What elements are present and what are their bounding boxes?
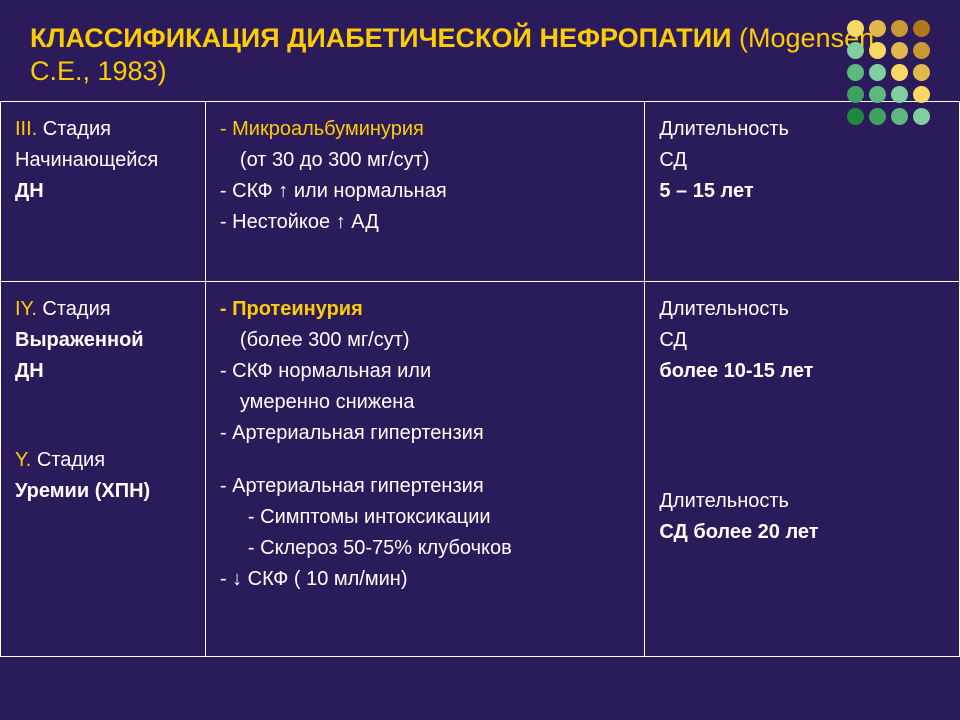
stage-text: Стадия [37,118,111,140]
feature-line: умеренно снижена [220,387,415,418]
stage-number: III. [15,118,37,140]
stage-text: Стадия [37,298,111,320]
feature-line: - Микроальбуминурия [220,114,630,145]
stage-text: Стадия [31,449,105,471]
duration-cell: Длительность СД 5 – 15 лет [645,102,960,282]
stage-number: IY. [15,298,37,320]
title-bold: КЛАССИФИКАЦИЯ ДИАБЕТИЧЕСКОЙ НЕФРОПАТИИ [30,23,732,53]
duration-text: более 10-15 лет [659,356,945,387]
feature-line: - ↓ СКФ ( 10 мл/мин) [220,564,630,595]
feature-line: - Артериальная гипертензия [220,471,630,502]
feature-line: - Склероз 50-75% клубочков [220,533,512,564]
decorative-dot [869,86,886,103]
stage-cell: III. Стадия Начинающейся ДН [1,102,206,282]
slide-header: КЛАССИФИКАЦИЯ ДИАБЕТИЧЕСКОЙ НЕФРОПАТИИ (… [0,0,960,101]
decorative-dot [847,42,864,59]
duration-text: Длительность [659,294,945,325]
decorative-dot [847,108,864,125]
slide-title: КЛАССИФИКАЦИЯ ДИАБЕТИЧЕСКОЙ НЕФРОПАТИИ (… [30,20,930,87]
slide: КЛАССИФИКАЦИЯ ДИАБЕТИЧЕСКОЙ НЕФРОПАТИИ (… [0,0,960,720]
duration-cell: Длительность СД более 10-15 лет Длительн… [645,282,960,657]
feature-line: - СКФ ↑ или нормальная [220,176,630,207]
decorative-dot [847,86,864,103]
decorative-dot [869,20,886,37]
decorative-dot [913,108,930,125]
feature-line: - Симптомы интоксикации [220,502,491,533]
table-row: III. Стадия Начинающейся ДН - Микроальбу… [1,102,960,282]
classification-table: III. Стадия Начинающейся ДН - Микроальбу… [0,101,960,657]
decorative-dot [869,42,886,59]
decorative-dot [891,108,908,125]
stage-cell: IY. Стадия Выраженной ДН Y. Стадия Уреми… [1,282,206,657]
decorative-dots [847,20,930,125]
decorative-dot [913,42,930,59]
duration-text: СД [659,325,945,356]
stage-number: Y. [15,449,31,471]
stage-text: ДН [15,176,191,207]
stage-text: ДН [15,356,191,387]
table-row: IY. Стадия Выраженной ДН Y. Стадия Уреми… [1,282,960,657]
duration-text: СД более 20 лет [659,517,945,548]
feature-line: (от 30 до 300 мг/сут) [220,145,430,176]
decorative-dot [891,64,908,81]
decorative-dot [891,86,908,103]
features-cell: - Протеинурия (более 300 мг/сут) - СКФ н… [205,282,644,657]
decorative-dot [913,64,930,81]
decorative-dot [913,20,930,37]
feature-line: - Протеинурия [220,294,630,325]
duration-text: СД [659,145,945,176]
feature-line: - Нестойкое ↑ АД [220,207,630,238]
stage-text: Уремии (ХПН) [15,476,191,507]
decorative-dot [891,20,908,37]
feature-line: (более 300 мг/сут) [220,325,410,356]
decorative-dot [891,42,908,59]
feature-line: - Артериальная гипертензия [220,418,630,449]
stage-text: Начинающейся [15,145,191,176]
decorative-dot [869,64,886,81]
decorative-dot [847,64,864,81]
decorative-dot [913,86,930,103]
decorative-dot [869,108,886,125]
stage-text: Выраженной [15,325,191,356]
duration-text: 5 – 15 лет [659,176,945,207]
features-cell: - Микроальбуминурия (от 30 до 300 мг/сут… [205,102,644,282]
decorative-dot [847,20,864,37]
feature-line: - СКФ нормальная или [220,356,630,387]
duration-text: Длительность [659,486,945,517]
